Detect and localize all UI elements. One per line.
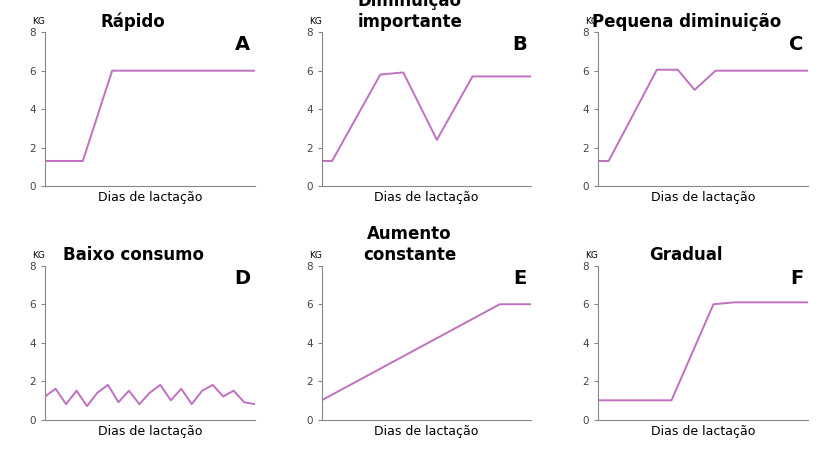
Title: Baixo consumo: Baixo consumo — [62, 246, 203, 264]
Text: B: B — [512, 35, 527, 54]
Text: F: F — [790, 269, 803, 288]
Text: KG: KG — [585, 17, 598, 26]
Title: Diminuição
importante: Diminuição importante — [357, 0, 462, 31]
X-axis label: Dias de lactação: Dias de lactação — [373, 425, 478, 438]
Text: KG: KG — [309, 251, 322, 260]
X-axis label: Dias de lactação: Dias de lactação — [97, 425, 201, 438]
Text: KG: KG — [33, 251, 45, 260]
X-axis label: Dias de lactação: Dias de lactação — [373, 191, 478, 205]
Text: KG: KG — [33, 17, 45, 26]
Text: C: C — [788, 35, 803, 54]
Text: E: E — [513, 269, 527, 288]
Title: Gradual: Gradual — [649, 246, 722, 264]
X-axis label: Dias de lactação: Dias de lactação — [97, 191, 201, 205]
Title: Rápido: Rápido — [101, 12, 165, 31]
Text: A: A — [235, 35, 250, 54]
X-axis label: Dias de lactação: Dias de lactação — [650, 425, 754, 438]
Text: KG: KG — [309, 17, 322, 26]
X-axis label: Dias de lactação: Dias de lactação — [650, 191, 754, 205]
Title: Pequena diminuição: Pequena diminuição — [590, 13, 780, 31]
Text: D: D — [234, 269, 250, 288]
Text: KG: KG — [585, 251, 598, 260]
Title: Aumento
constante: Aumento constante — [363, 225, 455, 264]
